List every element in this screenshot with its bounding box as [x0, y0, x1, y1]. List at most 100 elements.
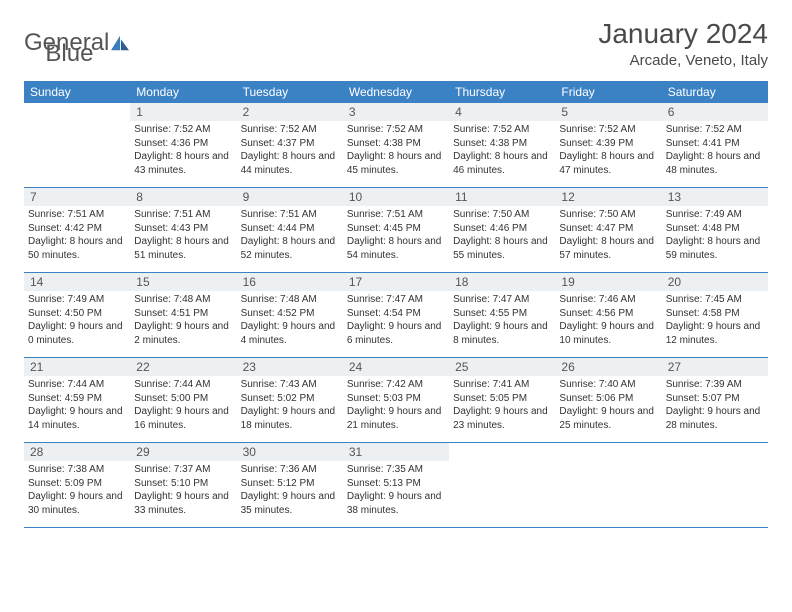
- day-content: Sunrise: 7:40 AMSunset: 5:06 PMDaylight:…: [555, 376, 661, 436]
- title-block: January 2024 Arcade, Veneto, Italy: [598, 18, 768, 69]
- day-number: 28: [24, 443, 130, 461]
- calendar-cell: 16Sunrise: 7:48 AMSunset: 4:52 PMDayligh…: [237, 273, 343, 358]
- day-number: 24: [343, 358, 449, 376]
- day-number: 2: [237, 103, 343, 121]
- calendar-cell: 15Sunrise: 7:48 AMSunset: 4:51 PMDayligh…: [130, 273, 236, 358]
- day-number: 5: [555, 103, 661, 121]
- weekday-header: Tuesday: [237, 81, 343, 103]
- calendar-cell-empty: [24, 103, 130, 188]
- logo-text-part2-wrap: Blue: [45, 40, 93, 68]
- calendar-cell: 10Sunrise: 7:51 AMSunset: 4:45 PMDayligh…: [343, 188, 449, 273]
- day-content: Sunrise: 7:37 AMSunset: 5:10 PMDaylight:…: [130, 461, 236, 521]
- calendar-row: 14Sunrise: 7:49 AMSunset: 4:50 PMDayligh…: [24, 273, 768, 358]
- day-content: Sunrise: 7:43 AMSunset: 5:02 PMDaylight:…: [237, 376, 343, 436]
- day-content: Sunrise: 7:38 AMSunset: 5:09 PMDaylight:…: [24, 461, 130, 521]
- day-number: 10: [343, 188, 449, 206]
- day-content: Sunrise: 7:48 AMSunset: 4:52 PMDaylight:…: [237, 291, 343, 351]
- day-number: 23: [237, 358, 343, 376]
- day-number: 25: [449, 358, 555, 376]
- calendar-cell: 28Sunrise: 7:38 AMSunset: 5:09 PMDayligh…: [24, 443, 130, 528]
- day-number: 8: [130, 188, 236, 206]
- weekday-header: Friday: [555, 81, 661, 103]
- day-number: 15: [130, 273, 236, 291]
- calendar-cell: 5Sunrise: 7:52 AMSunset: 4:39 PMDaylight…: [555, 103, 661, 188]
- day-content: Sunrise: 7:51 AMSunset: 4:43 PMDaylight:…: [130, 206, 236, 266]
- month-title: January 2024: [598, 18, 768, 50]
- day-number: 14: [24, 273, 130, 291]
- day-content: Sunrise: 7:36 AMSunset: 5:12 PMDaylight:…: [237, 461, 343, 521]
- weekday-header: Thursday: [449, 81, 555, 103]
- day-content: Sunrise: 7:51 AMSunset: 4:44 PMDaylight:…: [237, 206, 343, 266]
- day-content: Sunrise: 7:46 AMSunset: 4:56 PMDaylight:…: [555, 291, 661, 351]
- calendar-cell: 9Sunrise: 7:51 AMSunset: 4:44 PMDaylight…: [237, 188, 343, 273]
- calendar-cell: 23Sunrise: 7:43 AMSunset: 5:02 PMDayligh…: [237, 358, 343, 443]
- day-number: 30: [237, 443, 343, 461]
- calendar-cell: 26Sunrise: 7:40 AMSunset: 5:06 PMDayligh…: [555, 358, 661, 443]
- calendar-row: 1Sunrise: 7:52 AMSunset: 4:36 PMDaylight…: [24, 103, 768, 188]
- calendar-cell: 6Sunrise: 7:52 AMSunset: 4:41 PMDaylight…: [662, 103, 768, 188]
- day-content: Sunrise: 7:47 AMSunset: 4:54 PMDaylight:…: [343, 291, 449, 351]
- calendar-row: 7Sunrise: 7:51 AMSunset: 4:42 PMDaylight…: [24, 188, 768, 273]
- calendar-cell: 29Sunrise: 7:37 AMSunset: 5:10 PMDayligh…: [130, 443, 236, 528]
- calendar-row: 21Sunrise: 7:44 AMSunset: 4:59 PMDayligh…: [24, 358, 768, 443]
- day-content: Sunrise: 7:51 AMSunset: 4:45 PMDaylight:…: [343, 206, 449, 266]
- calendar-cell: 12Sunrise: 7:50 AMSunset: 4:47 PMDayligh…: [555, 188, 661, 273]
- calendar-cell: 19Sunrise: 7:46 AMSunset: 4:56 PMDayligh…: [555, 273, 661, 358]
- sail-icon: [111, 35, 129, 51]
- day-content: Sunrise: 7:49 AMSunset: 4:50 PMDaylight:…: [24, 291, 130, 351]
- day-number: 22: [130, 358, 236, 376]
- day-number: 27: [662, 358, 768, 376]
- calendar-cell-empty: [555, 443, 661, 528]
- day-number: 6: [662, 103, 768, 121]
- day-number: 1: [130, 103, 236, 121]
- day-content: Sunrise: 7:42 AMSunset: 5:03 PMDaylight:…: [343, 376, 449, 436]
- weekday-header: Monday: [130, 81, 236, 103]
- calendar-cell: 17Sunrise: 7:47 AMSunset: 4:54 PMDayligh…: [343, 273, 449, 358]
- day-content: Sunrise: 7:52 AMSunset: 4:38 PMDaylight:…: [449, 121, 555, 181]
- calendar-cell-empty: [662, 443, 768, 528]
- day-content: Sunrise: 7:44 AMSunset: 5:00 PMDaylight:…: [130, 376, 236, 436]
- calendar-cell: 11Sunrise: 7:50 AMSunset: 4:46 PMDayligh…: [449, 188, 555, 273]
- calendar-cell: 1Sunrise: 7:52 AMSunset: 4:36 PMDaylight…: [130, 103, 236, 188]
- day-number: 17: [343, 273, 449, 291]
- calendar-cell: 30Sunrise: 7:36 AMSunset: 5:12 PMDayligh…: [237, 443, 343, 528]
- calendar-cell: 4Sunrise: 7:52 AMSunset: 4:38 PMDaylight…: [449, 103, 555, 188]
- location-label: Arcade, Veneto, Italy: [598, 52, 768, 69]
- day-content: Sunrise: 7:50 AMSunset: 4:46 PMDaylight:…: [449, 206, 555, 266]
- day-content: Sunrise: 7:45 AMSunset: 4:58 PMDaylight:…: [662, 291, 768, 351]
- day-content: Sunrise: 7:52 AMSunset: 4:38 PMDaylight:…: [343, 121, 449, 181]
- day-content: Sunrise: 7:51 AMSunset: 4:42 PMDaylight:…: [24, 206, 130, 266]
- calendar-cell: 18Sunrise: 7:47 AMSunset: 4:55 PMDayligh…: [449, 273, 555, 358]
- calendar-cell: 25Sunrise: 7:41 AMSunset: 5:05 PMDayligh…: [449, 358, 555, 443]
- day-content: Sunrise: 7:50 AMSunset: 4:47 PMDaylight:…: [555, 206, 661, 266]
- calendar-row: 28Sunrise: 7:38 AMSunset: 5:09 PMDayligh…: [24, 443, 768, 528]
- calendar-cell: 22Sunrise: 7:44 AMSunset: 5:00 PMDayligh…: [130, 358, 236, 443]
- day-content: Sunrise: 7:47 AMSunset: 4:55 PMDaylight:…: [449, 291, 555, 351]
- calendar-body: 1Sunrise: 7:52 AMSunset: 4:36 PMDaylight…: [24, 103, 768, 528]
- day-content: Sunrise: 7:39 AMSunset: 5:07 PMDaylight:…: [662, 376, 768, 436]
- day-number: 21: [24, 358, 130, 376]
- day-number: 11: [449, 188, 555, 206]
- day-number: 29: [130, 443, 236, 461]
- calendar-cell: 20Sunrise: 7:45 AMSunset: 4:58 PMDayligh…: [662, 273, 768, 358]
- day-number: 4: [449, 103, 555, 121]
- calendar-cell-empty: [449, 443, 555, 528]
- day-content: Sunrise: 7:52 AMSunset: 4:39 PMDaylight:…: [555, 121, 661, 181]
- calendar-cell: 2Sunrise: 7:52 AMSunset: 4:37 PMDaylight…: [237, 103, 343, 188]
- calendar-cell: 3Sunrise: 7:52 AMSunset: 4:38 PMDaylight…: [343, 103, 449, 188]
- day-content: Sunrise: 7:52 AMSunset: 4:37 PMDaylight:…: [237, 121, 343, 181]
- logo-text-part2: Blue: [45, 40, 93, 67]
- day-number: 26: [555, 358, 661, 376]
- calendar-cell: 27Sunrise: 7:39 AMSunset: 5:07 PMDayligh…: [662, 358, 768, 443]
- weekday-header: Wednesday: [343, 81, 449, 103]
- weekday-header-row: SundayMondayTuesdayWednesdayThursdayFrid…: [24, 81, 768, 103]
- calendar-cell: 7Sunrise: 7:51 AMSunset: 4:42 PMDaylight…: [24, 188, 130, 273]
- weekday-header: Saturday: [662, 81, 768, 103]
- calendar-cell: 31Sunrise: 7:35 AMSunset: 5:13 PMDayligh…: [343, 443, 449, 528]
- day-number: 7: [24, 188, 130, 206]
- day-content: Sunrise: 7:49 AMSunset: 4:48 PMDaylight:…: [662, 206, 768, 266]
- header: General Blue January 2024 Arcade, Veneto…: [24, 18, 768, 69]
- calendar-table: SundayMondayTuesdayWednesdayThursdayFrid…: [24, 81, 768, 528]
- calendar-cell: 21Sunrise: 7:44 AMSunset: 4:59 PMDayligh…: [24, 358, 130, 443]
- calendar-cell: 8Sunrise: 7:51 AMSunset: 4:43 PMDaylight…: [130, 188, 236, 273]
